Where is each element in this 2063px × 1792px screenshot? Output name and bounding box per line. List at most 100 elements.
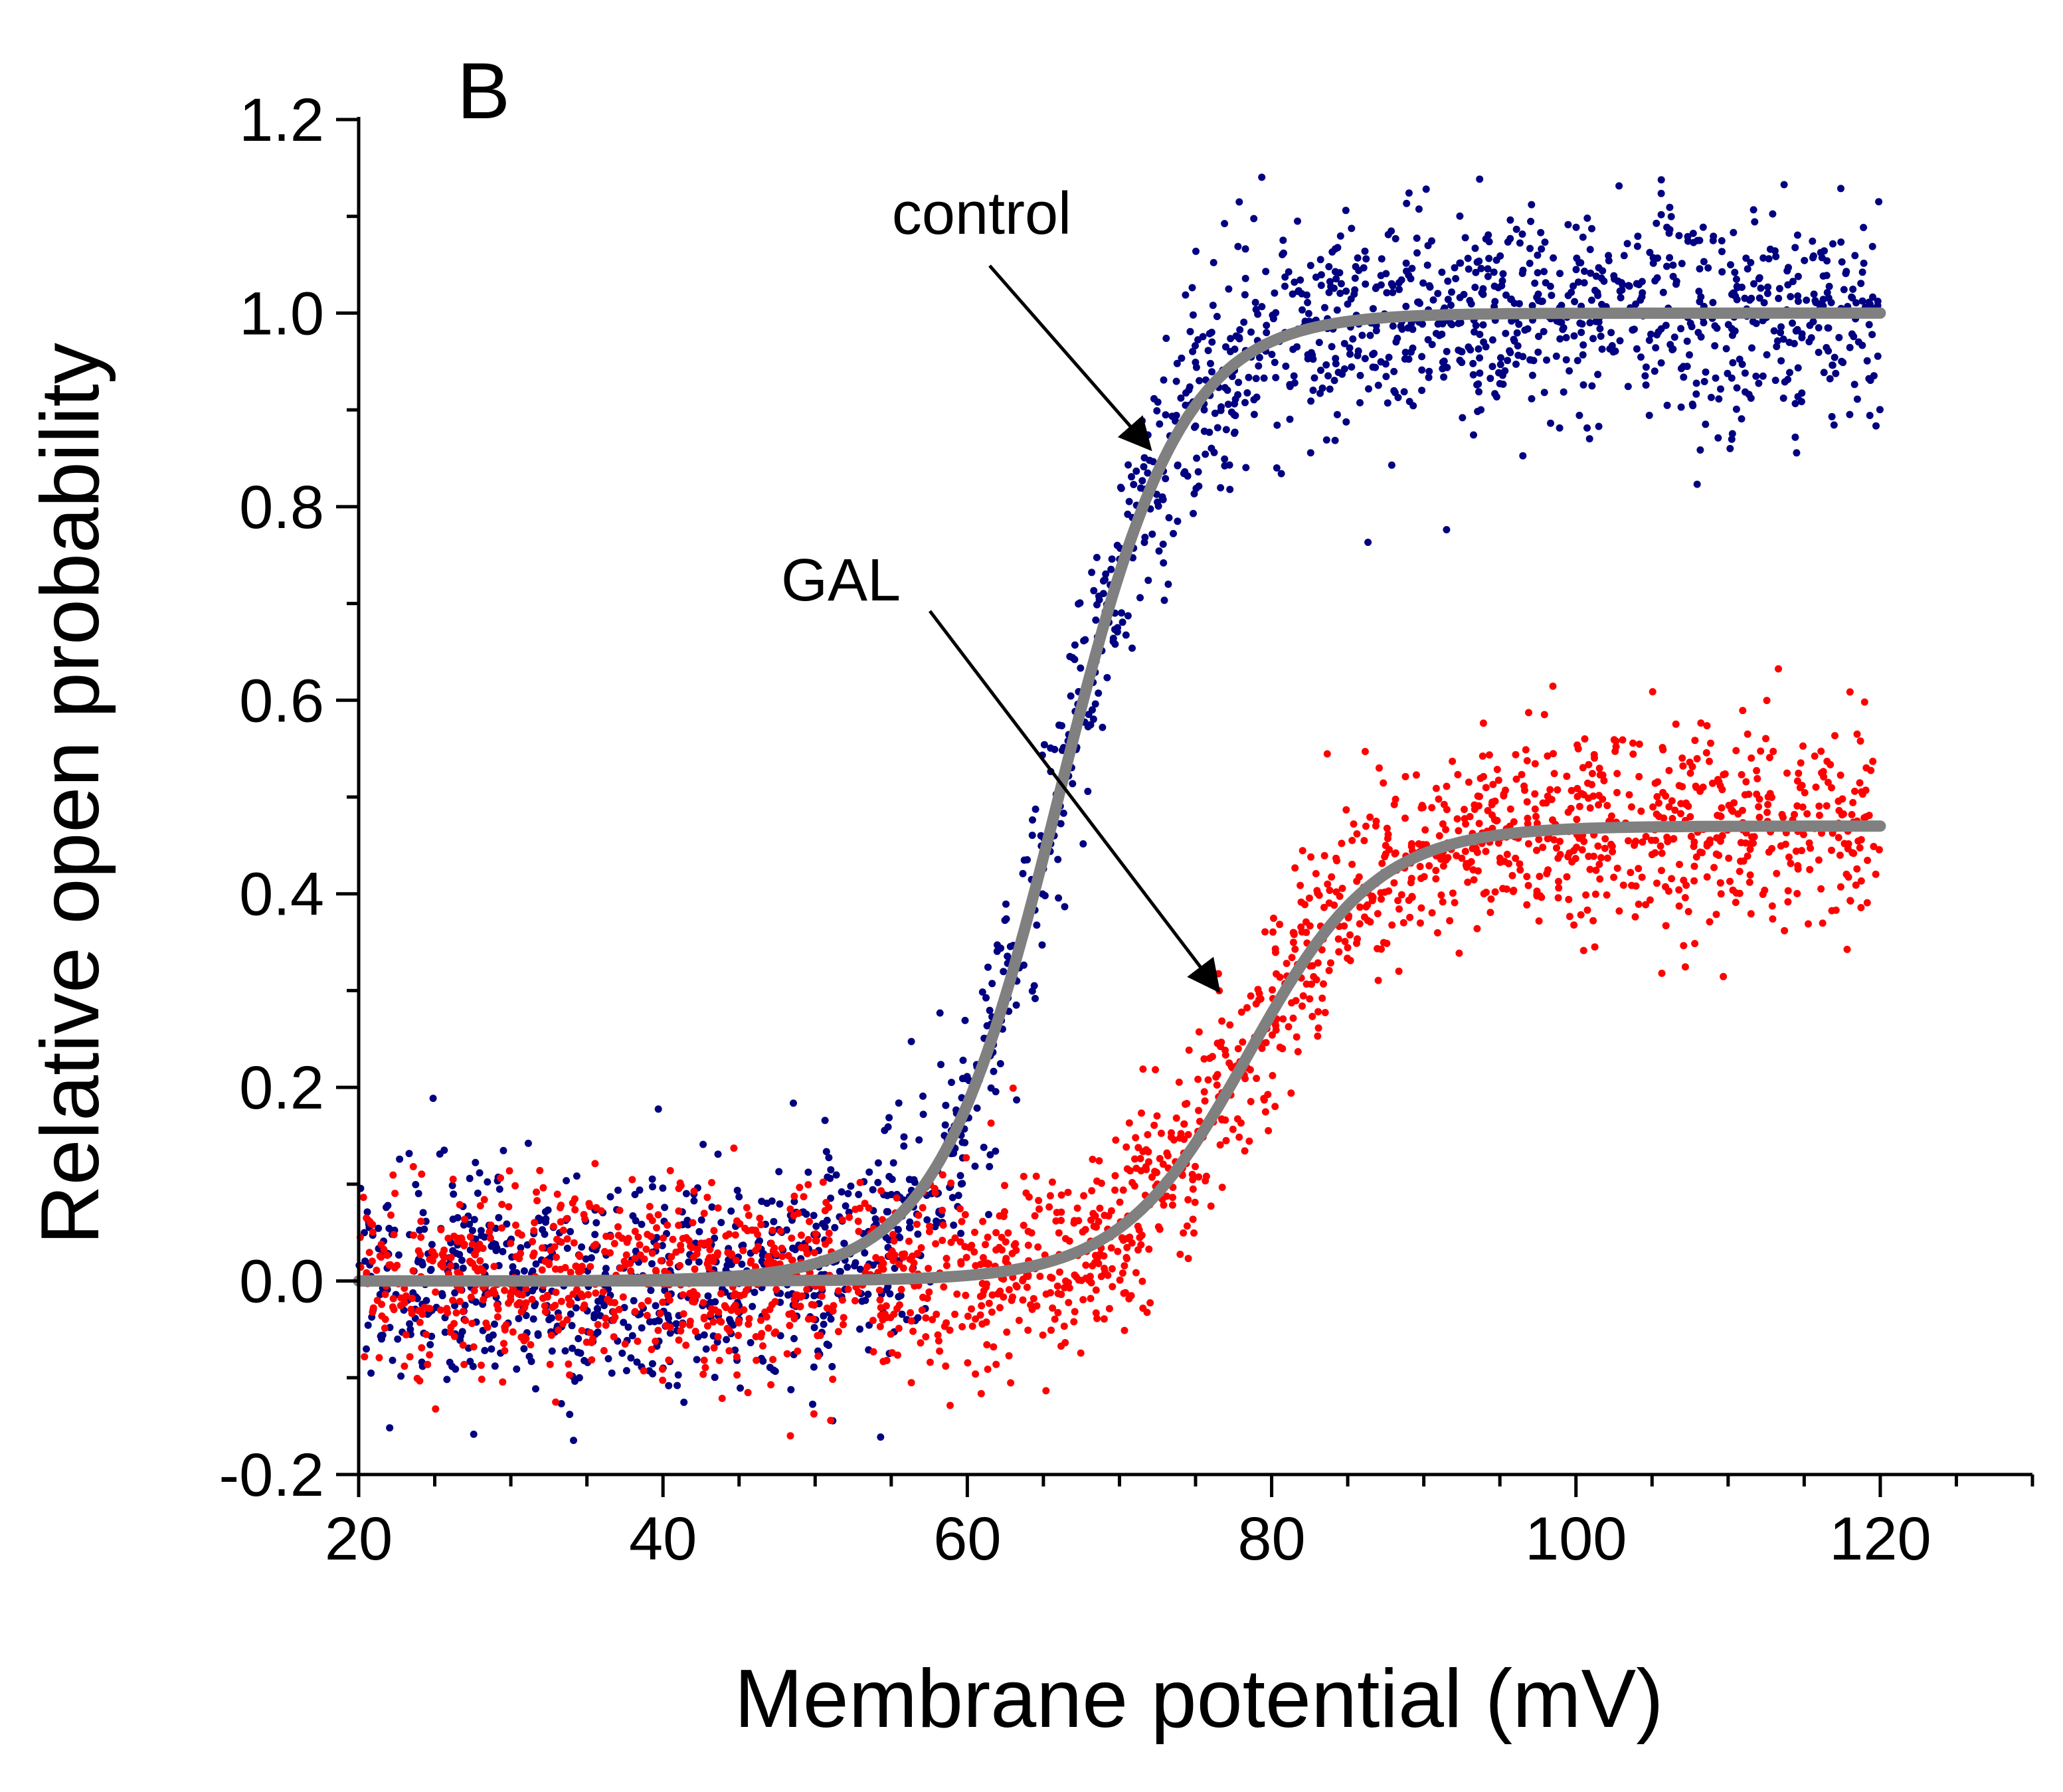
data-point <box>1035 1205 1043 1213</box>
data-point <box>1214 970 1222 978</box>
data-point <box>381 1324 389 1332</box>
data-point <box>1240 318 1248 326</box>
data-point <box>1718 786 1726 794</box>
data-point <box>654 1326 662 1334</box>
data-point <box>1476 354 1484 362</box>
data-point <box>1610 272 1618 280</box>
data-point <box>1340 365 1348 373</box>
data-point <box>1773 343 1781 351</box>
data-point <box>1364 539 1372 546</box>
data-point <box>1508 871 1516 879</box>
data-point <box>470 1287 478 1295</box>
data-point <box>1580 279 1588 287</box>
data-point <box>1502 329 1510 337</box>
data-point <box>1310 374 1318 382</box>
data-point <box>1728 325 1736 333</box>
data-point <box>1317 282 1325 290</box>
data-point <box>417 1233 425 1241</box>
data-point <box>911 1178 919 1186</box>
data-point <box>1013 1096 1021 1104</box>
data-point <box>953 1290 961 1298</box>
data-point <box>1293 343 1301 351</box>
data-point <box>797 1231 805 1239</box>
data-point <box>1857 904 1865 911</box>
data-point <box>1127 1292 1135 1300</box>
data-point <box>1839 795 1846 803</box>
data-point <box>1583 215 1591 222</box>
data-point <box>1635 772 1643 780</box>
data-point <box>1457 259 1465 267</box>
data-point <box>1781 840 1789 848</box>
data-point <box>856 1178 864 1186</box>
data-point <box>714 1150 722 1158</box>
data-point <box>803 1286 811 1293</box>
data-point <box>1870 843 1878 850</box>
data-point <box>1634 232 1642 240</box>
data-point <box>664 1221 672 1229</box>
data-point <box>1820 369 1828 377</box>
data-point <box>1738 284 1746 291</box>
data-point <box>484 1290 492 1298</box>
data-point <box>818 1284 826 1292</box>
data-point <box>1591 890 1599 898</box>
data-point <box>1306 262 1314 270</box>
data-point <box>1421 826 1429 834</box>
data-point <box>1317 367 1324 374</box>
data-point <box>1332 854 1340 862</box>
data-point <box>1389 322 1397 330</box>
data-point <box>1448 288 1455 296</box>
data-point <box>1107 1244 1115 1252</box>
data-point <box>592 1241 600 1249</box>
data-point <box>1128 473 1135 481</box>
data-point <box>700 1210 708 1217</box>
data-point <box>666 1259 673 1267</box>
annotation-control-label: control <box>892 181 1071 247</box>
data-point <box>901 1250 909 1258</box>
data-point <box>1190 1229 1198 1237</box>
data-point <box>1234 242 1242 250</box>
data-point <box>1354 351 1362 359</box>
data-point <box>468 1240 476 1248</box>
data-point <box>996 1304 1004 1312</box>
data-point <box>895 1324 903 1332</box>
data-point <box>988 1308 996 1316</box>
data-point <box>1496 252 1504 260</box>
data-point <box>401 1299 408 1306</box>
data-point <box>493 1313 501 1321</box>
data-point <box>1666 203 1674 211</box>
data-point <box>1579 381 1587 389</box>
data-point <box>769 1356 777 1364</box>
data-point <box>622 1251 630 1259</box>
data-point <box>1440 800 1448 808</box>
data-point <box>563 1215 571 1223</box>
data-point <box>1055 1268 1063 1276</box>
data-point <box>1213 1081 1221 1089</box>
data-point <box>569 1344 577 1352</box>
data-point <box>1325 263 1333 270</box>
data-point <box>629 1212 637 1220</box>
data-point <box>1637 353 1645 361</box>
data-point <box>1047 1326 1055 1334</box>
data-point <box>1786 369 1793 377</box>
data-point <box>1285 1023 1293 1031</box>
data-point <box>942 1261 950 1269</box>
data-point <box>979 1291 987 1299</box>
data-point <box>1697 333 1705 341</box>
data-point <box>1608 342 1616 349</box>
data-point <box>1741 369 1749 377</box>
data-point <box>1281 273 1289 281</box>
data-point <box>1765 754 1773 762</box>
data-point <box>599 1288 607 1296</box>
data-point <box>1139 1148 1147 1156</box>
data-point <box>402 1292 410 1300</box>
data-point <box>1726 877 1734 885</box>
data-point <box>1360 837 1368 845</box>
data-point <box>1341 938 1349 945</box>
data-point <box>567 1269 575 1277</box>
data-point <box>636 1251 644 1259</box>
data-point <box>1817 885 1825 893</box>
data-point <box>1681 894 1689 901</box>
data-point <box>1865 321 1873 329</box>
data-point <box>1119 1236 1127 1244</box>
data-point <box>1534 269 1542 277</box>
